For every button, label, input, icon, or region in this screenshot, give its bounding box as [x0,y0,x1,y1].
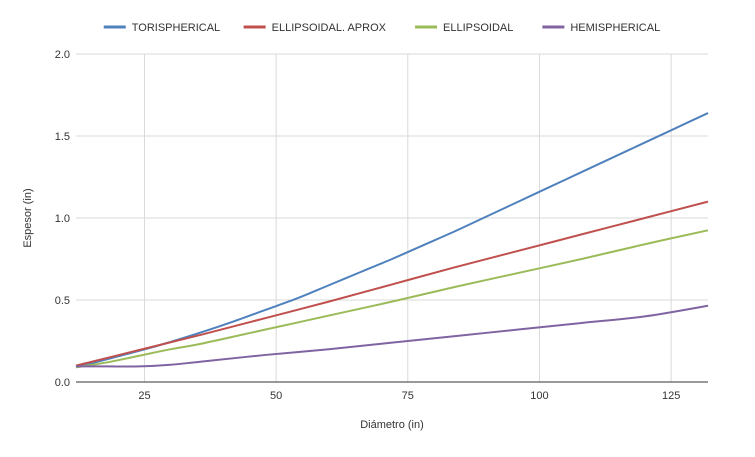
y-tick-label: 1.0 [55,213,70,225]
series-line-hemispherical [75,304,709,368]
x-tick-label: 50 [270,390,282,402]
legend-label-ellipsoidal: ELLIPSOIDAL [443,22,513,34]
series-line-ellipsoidal [75,229,709,369]
y-tick-label: 0.0 [55,377,70,389]
grid [76,53,708,382]
legend: TORISPHERICAL ELLIPSOIDAL. APROX ELLIPSOID… [103,22,660,34]
series-lines [75,112,709,369]
legend-label-torispherical: TORISPHERICAL [132,22,220,34]
x-tick-label: 125 [662,390,680,402]
x-axis-title: Diámetro (in) [360,419,424,431]
y-tick-label: 2.0 [55,49,70,61]
x-tick-label: 75 [402,390,414,402]
x-tick-label: 100 [530,390,548,402]
y-axis-title: Espesor (in) [22,188,34,247]
legend-label-hemispherical: HEMISPHERICAL [570,22,660,34]
series-line-ellipsoidal-aprox [75,200,709,367]
legend-label-ellipsoidal-aprox: ELLIPSOIDAL. APROX [272,22,387,34]
series-line-torispherical [75,112,709,369]
y-axis-ticks: 0.0 0.5 1.0 1.5 2.0 [55,49,70,389]
x-tick-label: 25 [138,390,150,402]
x-axis-ticks: 25 50 75 100 125 [138,390,680,402]
y-tick-label: 1.5 [55,131,70,143]
y-tick-label: 0.5 [55,295,70,307]
